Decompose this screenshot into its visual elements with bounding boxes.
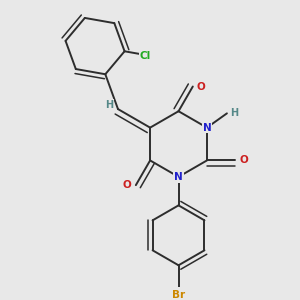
Text: O: O (240, 155, 248, 165)
Text: H: H (105, 100, 113, 110)
Text: Cl: Cl (140, 51, 151, 61)
Text: N: N (174, 172, 183, 182)
Text: O: O (197, 82, 206, 92)
Text: H: H (230, 108, 238, 118)
Text: N: N (202, 123, 211, 133)
Text: Br: Br (172, 290, 185, 300)
Text: O: O (123, 180, 132, 190)
